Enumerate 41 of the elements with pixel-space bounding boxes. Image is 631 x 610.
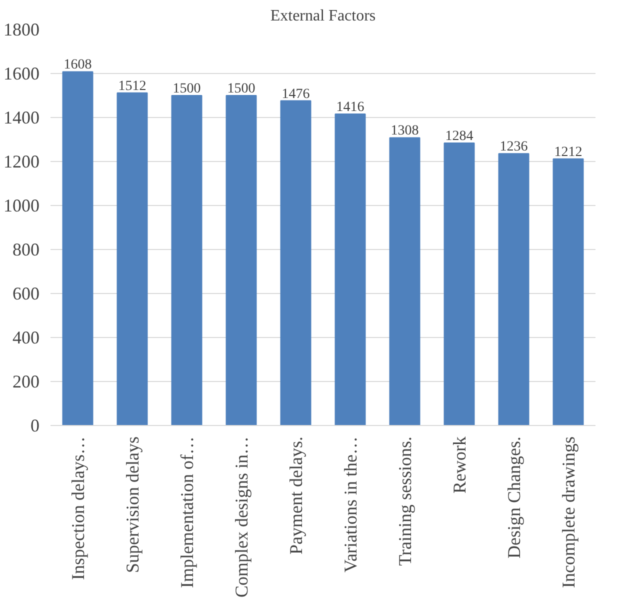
- bar: [389, 137, 420, 426]
- y-tick-label: 1800: [4, 20, 40, 40]
- bar: [552, 158, 584, 426]
- data-label: 1500: [172, 82, 201, 96]
- x-tick-label: Implementation of…: [176, 436, 197, 588]
- bar: [280, 100, 312, 426]
- x-tick-label: Variations in the…: [340, 436, 360, 572]
- y-tick-label: 600: [12, 284, 40, 304]
- x-tick-label: Training sessions.: [394, 436, 415, 566]
- data-label: 1500: [227, 82, 256, 96]
- y-tick-label: 1600: [4, 64, 40, 84]
- bar: [334, 113, 366, 426]
- data-label: 1236: [500, 140, 528, 155]
- bar: [62, 71, 94, 426]
- data-label: 1284: [445, 129, 474, 144]
- x-tick-label: Payment delays.: [286, 436, 306, 554]
- data-label: 1512: [118, 78, 146, 94]
- data-label: 1308: [390, 124, 419, 139]
- bar: [498, 153, 530, 426]
- bar: [444, 142, 475, 426]
- y-tick-label: 400: [12, 328, 40, 348]
- x-tick-label: Rework: [449, 436, 470, 494]
- y-tick-label: 0: [30, 416, 40, 436]
- y-tick-label: 1000: [4, 196, 40, 216]
- data-label: 1608: [64, 58, 92, 73]
- data-label: 1212: [554, 144, 582, 160]
- y-tick-label: 1200: [4, 152, 40, 172]
- data-label: 1416: [336, 100, 364, 115]
- x-tick-label: Supervision delays: [122, 436, 142, 573]
- data-label: 1476: [282, 86, 310, 102]
- bar: [116, 92, 148, 426]
- chart-title: External Factors: [270, 8, 376, 24]
- y-tick-label: 1400: [4, 108, 40, 128]
- y-tick-label: 200: [12, 372, 40, 392]
- y-tick-label: 800: [12, 240, 40, 260]
- bar: [226, 95, 257, 426]
- x-tick-label: Complex designs in…: [231, 436, 252, 598]
- x-tick-label: Inspection delays…: [68, 436, 88, 580]
- bar: [171, 95, 202, 426]
- x-tick-label: Design Changes.: [504, 436, 524, 558]
- x-tick-label: Incomplete drawings: [558, 436, 578, 588]
